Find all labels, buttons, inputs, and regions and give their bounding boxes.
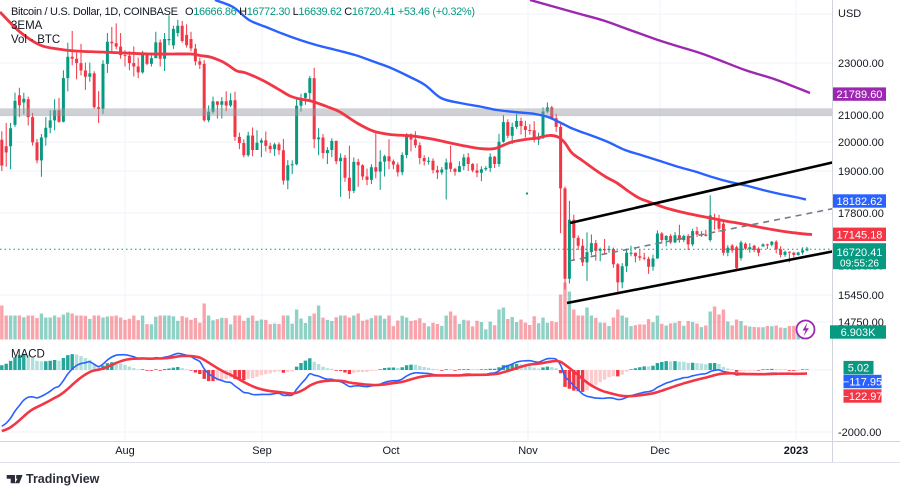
svg-text:Dec: Dec <box>650 445 670 457</box>
svg-text:−122.97: −122.97 <box>842 391 882 403</box>
svg-text:20000.00: 20000.00 <box>838 137 884 149</box>
svg-text:USD: USD <box>838 8 861 20</box>
svg-text:09:55:26: 09:55:26 <box>840 259 879 270</box>
svg-text:Bitcoin / U.S. Dollar, 1D, COI: Bitcoin / U.S. Dollar, 1D, COINBASE <box>11 6 178 18</box>
svg-text:2023: 2023 <box>784 445 808 457</box>
svg-text:23000.00: 23000.00 <box>838 58 884 70</box>
svg-text:-2000.00: -2000.00 <box>838 427 881 439</box>
svg-text:17800.00: 17800.00 <box>838 208 884 220</box>
svg-text:MACD: MACD <box>11 349 45 361</box>
svg-text:21000.00: 21000.00 <box>838 110 884 122</box>
svg-text:3EMA: 3EMA <box>11 20 43 32</box>
svg-text:TradingView: TradingView <box>26 472 100 486</box>
svg-text:15450.00: 15450.00 <box>838 290 884 302</box>
svg-text:Nov: Nov <box>518 445 538 457</box>
svg-text:Aug: Aug <box>115 445 135 457</box>
svg-text:Vol · BTC: Vol · BTC <box>11 34 60 46</box>
svg-text:21789.60: 21789.60 <box>837 89 883 101</box>
svg-text:O16666.86 H16772.30 L16639.62: O16666.86 H16772.30 L16639.62 C16720.41 … <box>185 6 475 18</box>
svg-text:18182.62: 18182.62 <box>837 196 883 208</box>
svg-text:−117.95: −117.95 <box>843 377 882 389</box>
svg-text:Oct: Oct <box>382 445 399 457</box>
svg-text:5.02: 5.02 <box>848 363 869 375</box>
svg-text:17145.18: 17145.18 <box>837 229 883 241</box>
svg-text:16720.41: 16720.41 <box>837 247 883 259</box>
svg-text:6.903K: 6.903K <box>841 327 877 339</box>
svg-text:Sep: Sep <box>252 445 272 457</box>
svg-text:19000.00: 19000.00 <box>838 166 884 178</box>
